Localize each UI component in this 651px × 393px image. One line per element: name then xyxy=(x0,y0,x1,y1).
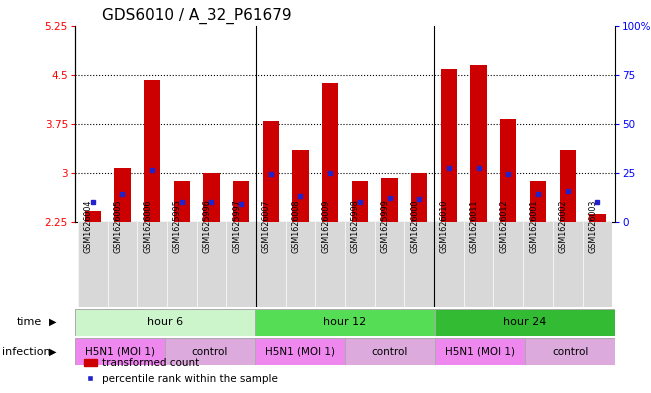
Text: GSM1626002: GSM1626002 xyxy=(559,200,568,253)
Bar xyxy=(553,222,583,307)
Text: GSM1626009: GSM1626009 xyxy=(321,200,330,253)
Bar xyxy=(75,309,255,336)
Bar xyxy=(464,222,493,307)
Bar xyxy=(137,222,167,307)
Text: GSM1625998: GSM1625998 xyxy=(351,199,360,253)
Bar xyxy=(322,83,339,222)
Legend: transformed count, percentile rank within the sample: transformed count, percentile rank withi… xyxy=(80,354,282,388)
Bar xyxy=(165,338,255,365)
Bar xyxy=(255,338,345,365)
Bar xyxy=(381,178,398,222)
Bar xyxy=(441,70,457,222)
Text: time: time xyxy=(16,317,42,327)
Bar xyxy=(315,222,345,307)
Bar xyxy=(174,181,190,222)
Bar xyxy=(404,222,434,307)
Text: infection: infection xyxy=(2,347,51,357)
Bar xyxy=(107,222,137,307)
Text: GSM1626007: GSM1626007 xyxy=(262,200,271,253)
Text: GSM1626005: GSM1626005 xyxy=(113,200,122,253)
Bar xyxy=(352,181,368,222)
Bar xyxy=(493,222,523,307)
Bar xyxy=(233,182,249,222)
Bar xyxy=(559,150,576,222)
Bar xyxy=(167,222,197,307)
Bar xyxy=(530,181,546,222)
Text: ▶: ▶ xyxy=(49,317,57,327)
Bar xyxy=(75,338,165,365)
Text: H5N1 (MOI 1): H5N1 (MOI 1) xyxy=(445,347,515,357)
Bar xyxy=(583,222,612,307)
Text: control: control xyxy=(192,347,228,357)
Text: H5N1 (MOI 1): H5N1 (MOI 1) xyxy=(265,347,335,357)
Text: GSM1626011: GSM1626011 xyxy=(469,200,478,253)
Bar xyxy=(227,222,256,307)
Text: control: control xyxy=(372,347,408,357)
Bar xyxy=(203,173,219,222)
Bar xyxy=(434,222,464,307)
Bar xyxy=(435,309,615,336)
Bar xyxy=(523,222,553,307)
Text: GSM1626001: GSM1626001 xyxy=(529,200,538,253)
Text: GSM1626003: GSM1626003 xyxy=(589,200,598,253)
Bar xyxy=(500,119,516,222)
Bar xyxy=(525,338,615,365)
Bar xyxy=(256,222,286,307)
Text: GSM1625999: GSM1625999 xyxy=(381,199,389,253)
Text: GSM1625995: GSM1625995 xyxy=(173,199,182,253)
Bar xyxy=(589,213,605,222)
Text: GSM1626000: GSM1626000 xyxy=(410,200,419,253)
Text: GDS6010 / A_32_P61679: GDS6010 / A_32_P61679 xyxy=(102,8,292,24)
Text: GSM1626012: GSM1626012 xyxy=(499,200,508,253)
Text: GSM1626010: GSM1626010 xyxy=(440,200,449,253)
Bar xyxy=(286,222,315,307)
Bar xyxy=(144,80,160,222)
Text: H5N1 (MOI 1): H5N1 (MOI 1) xyxy=(85,347,155,357)
Bar xyxy=(471,65,487,222)
Bar xyxy=(292,150,309,222)
Text: hour 6: hour 6 xyxy=(147,317,183,327)
Text: ▶: ▶ xyxy=(49,347,57,357)
Text: GSM1626004: GSM1626004 xyxy=(84,200,92,253)
Text: hour 12: hour 12 xyxy=(324,317,367,327)
Text: GSM1625996: GSM1625996 xyxy=(202,199,212,253)
Bar xyxy=(411,173,428,222)
Bar xyxy=(255,309,435,336)
Bar xyxy=(114,168,131,222)
Text: GSM1625997: GSM1625997 xyxy=(232,199,241,253)
Bar xyxy=(435,338,525,365)
Bar xyxy=(345,222,375,307)
Bar xyxy=(197,222,227,307)
Bar xyxy=(78,222,107,307)
Bar xyxy=(262,121,279,222)
Text: GSM1626006: GSM1626006 xyxy=(143,200,152,253)
Bar xyxy=(85,211,101,222)
Bar xyxy=(345,338,435,365)
Text: GSM1626008: GSM1626008 xyxy=(292,200,301,253)
Bar xyxy=(375,222,404,307)
Text: hour 24: hour 24 xyxy=(503,317,547,327)
Text: control: control xyxy=(552,347,589,357)
